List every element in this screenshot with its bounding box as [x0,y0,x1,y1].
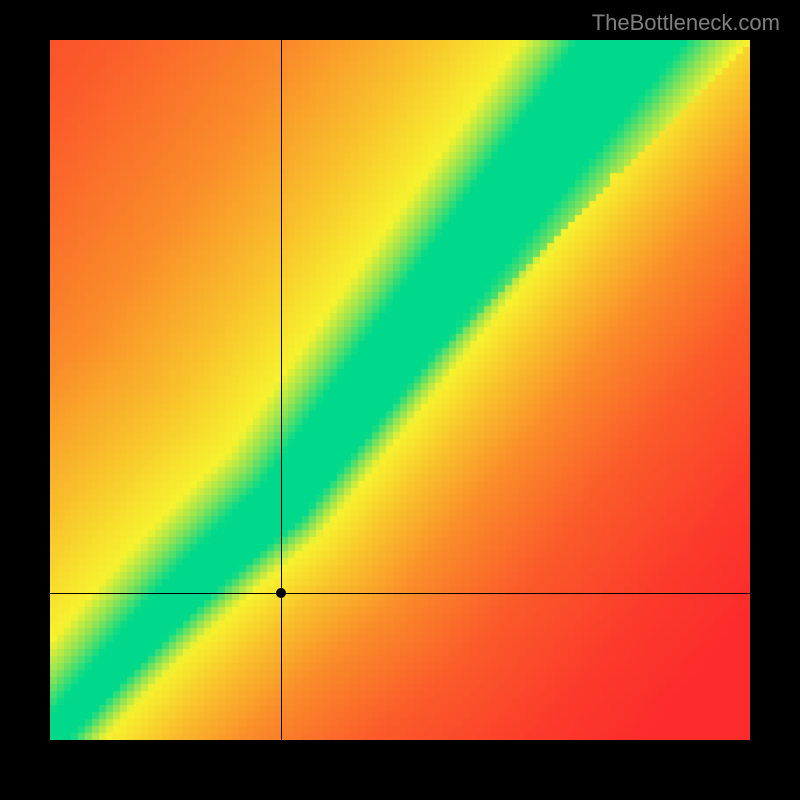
chart-container: TheBottleneck.com [0,0,800,800]
crosshair-vertical [281,40,282,740]
heatmap-canvas [50,40,750,740]
data-point-marker [276,588,286,598]
plot-area [50,40,750,740]
watermark-text: TheBottleneck.com [592,10,780,36]
crosshair-horizontal [50,593,750,594]
